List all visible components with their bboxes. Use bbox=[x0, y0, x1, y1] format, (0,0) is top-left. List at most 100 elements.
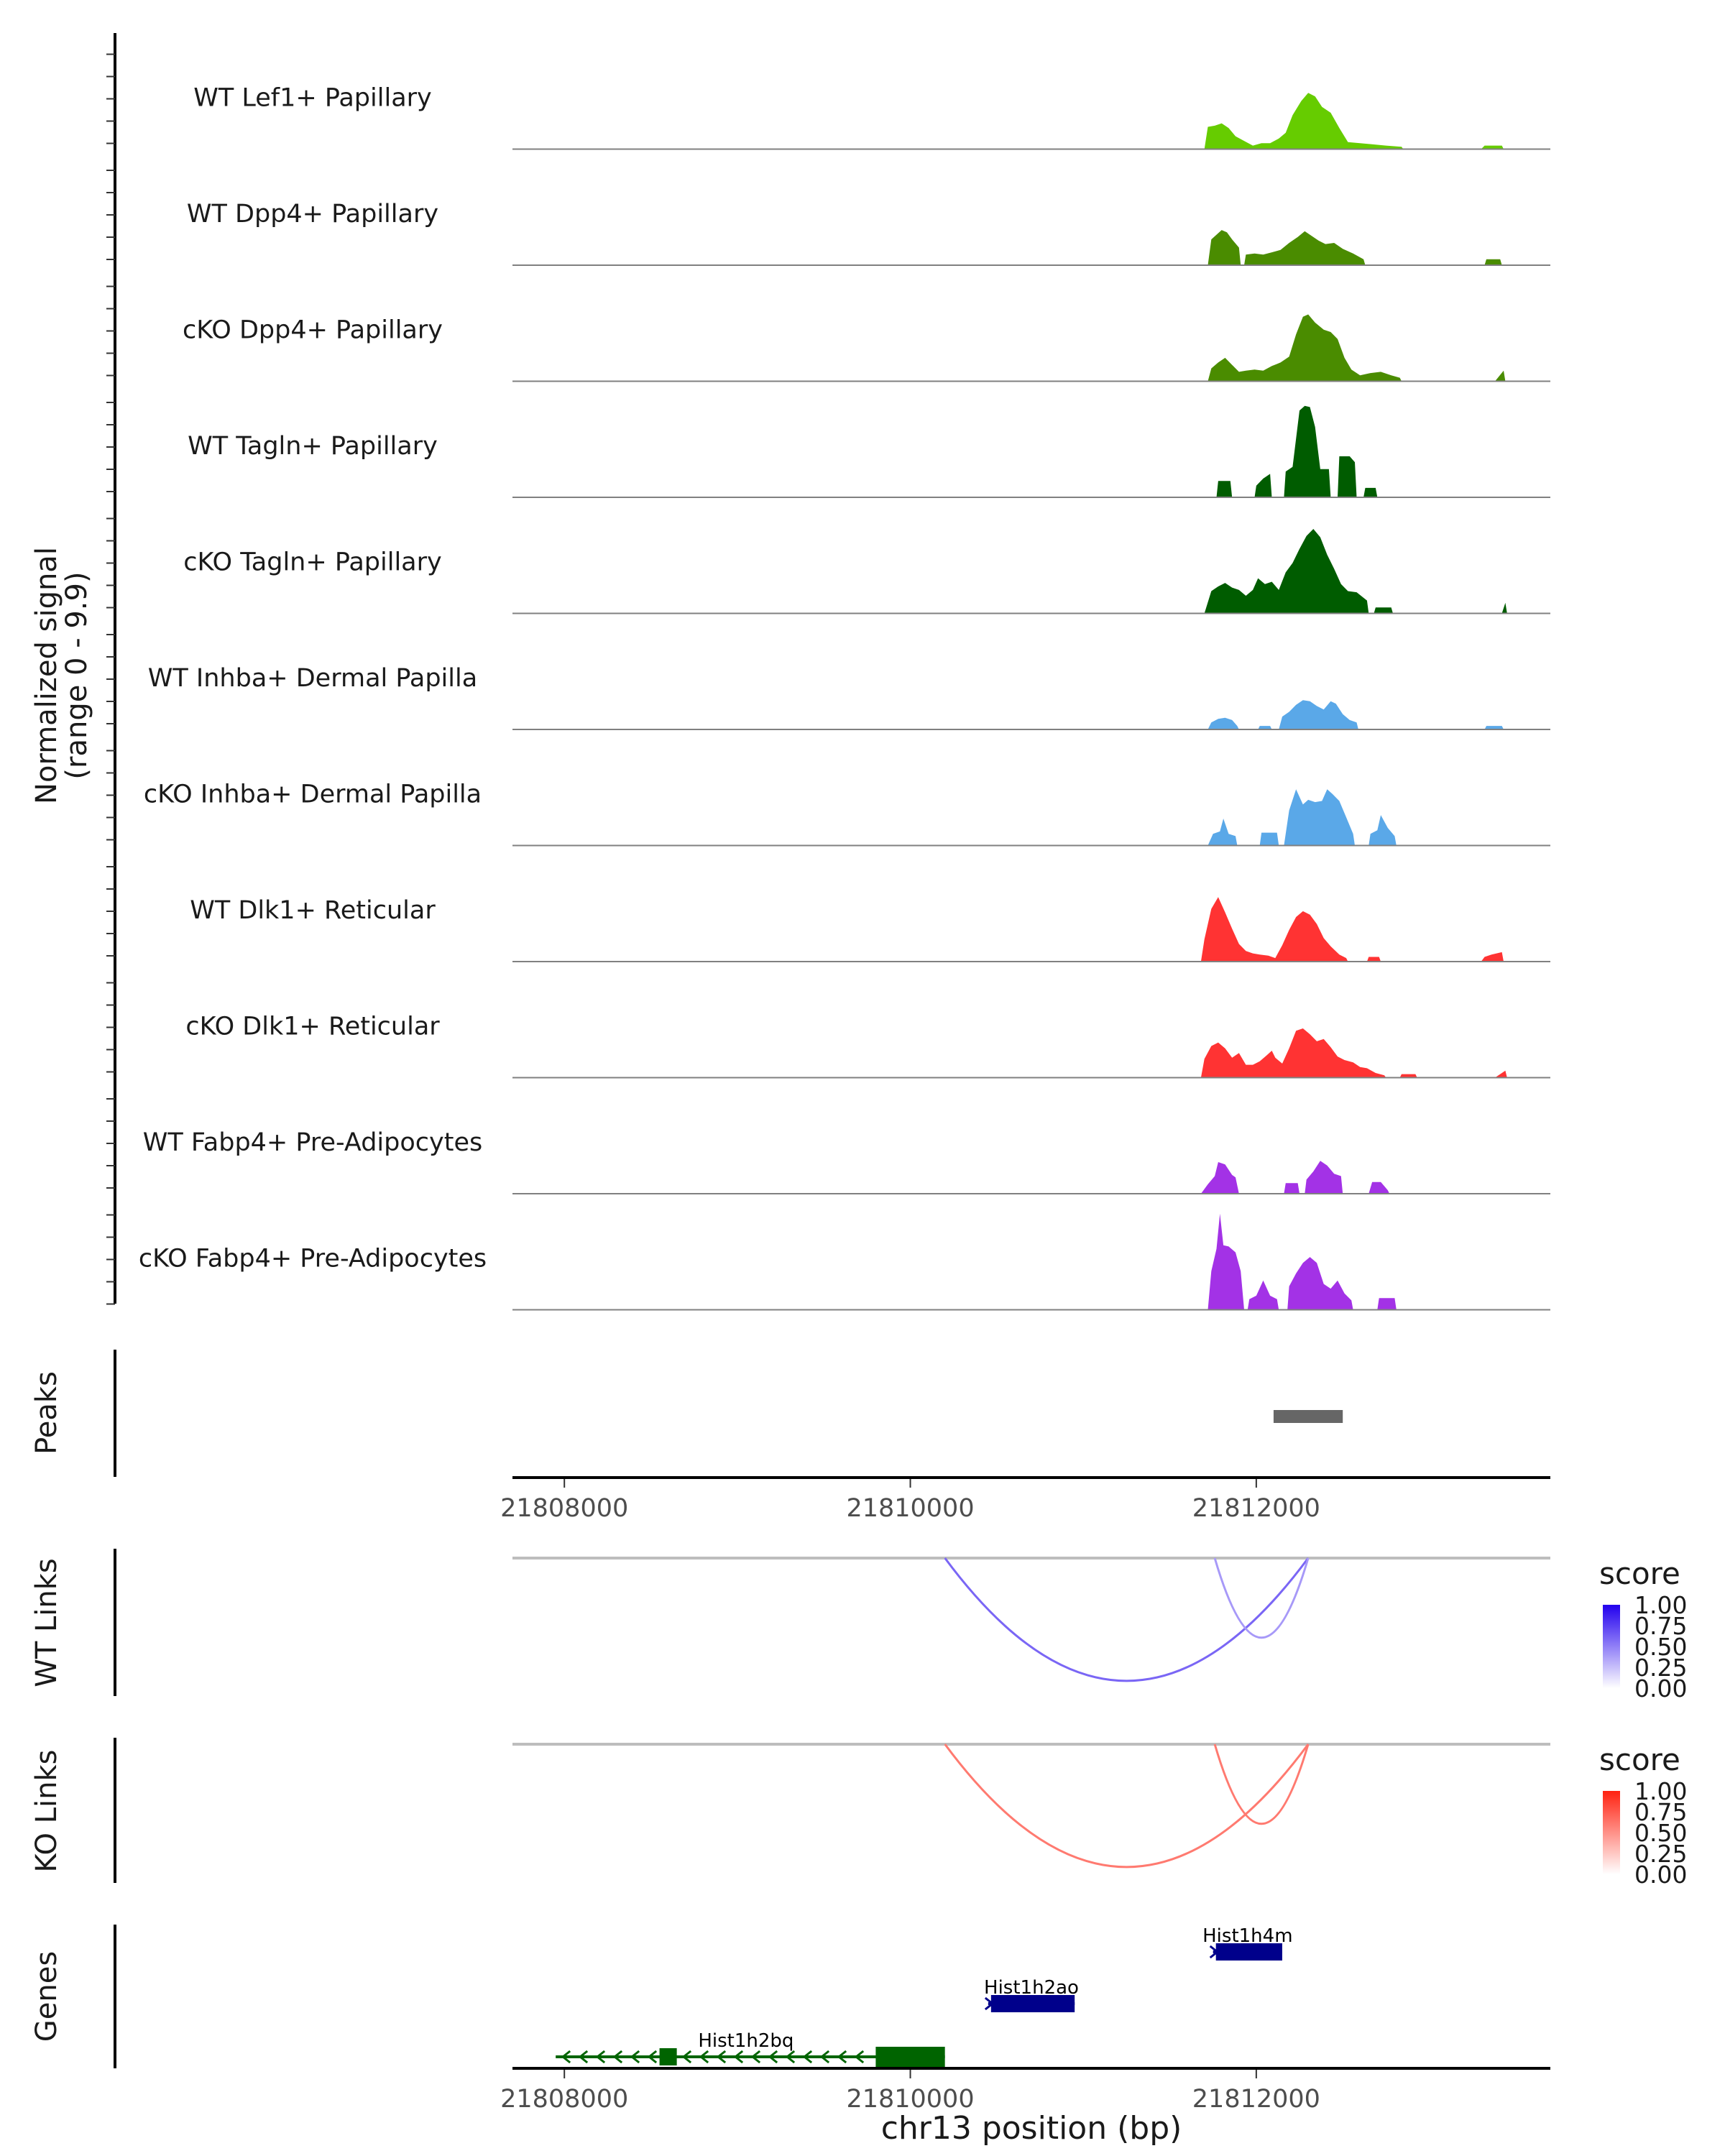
x-tick-label: 21810000 bbox=[846, 1494, 974, 1523]
strand-arrow bbox=[802, 2050, 813, 2064]
peaks-label: Peaks bbox=[30, 1371, 63, 1455]
wt-legend-colorbar bbox=[1603, 1605, 1620, 1688]
wt-score-legend: score 1.000.750.500.250.00 bbox=[1599, 1556, 1687, 1703]
wt-legend-labels: 1.000.750.500.250.00 bbox=[1634, 1591, 1687, 1703]
track-signal-area bbox=[1208, 230, 1502, 265]
track-label: WT Dpp4+ Papillary bbox=[187, 200, 438, 229]
strand-arrow bbox=[819, 2050, 830, 2064]
legend-label: 0.50 bbox=[1634, 1819, 1687, 1847]
track-label: cKO Dlk1+ Reticular bbox=[185, 1013, 440, 1041]
strand-arrow bbox=[578, 2050, 589, 2064]
strand-arrow bbox=[854, 2050, 865, 2064]
wt-links-panel: WT Links score 1.000.750.500.250.00 bbox=[30, 1549, 1687, 1703]
track-label: cKO Dpp4+ Papillary bbox=[183, 316, 443, 345]
ko-links-panel: KO Links score 1.000.750.500.250.00 bbox=[30, 1738, 1687, 1889]
legend-label: 0.25 bbox=[1634, 1840, 1687, 1868]
track-signal-area bbox=[1208, 314, 1506, 382]
legend-label: 0.75 bbox=[1634, 1798, 1687, 1826]
coverage-track: WT Dpp4+ Papillary bbox=[187, 200, 1550, 266]
strand-arrow bbox=[681, 2050, 692, 2064]
coverage-range-label: (range 0 - 9.9) bbox=[60, 571, 93, 779]
coverage-ylabel: Normalized signal bbox=[30, 547, 63, 804]
track-label: cKO Inhba+ Dermal Papilla bbox=[144, 780, 482, 809]
strand-arrow bbox=[768, 2050, 778, 2064]
track-label: WT Lef1+ Papillary bbox=[193, 84, 432, 113]
genes-panel: Genes Hist1h4m Hist1h2ao Hist1h2bq 2180800… bbox=[30, 1925, 1550, 2147]
x-axis-label: chr13 position (bp) bbox=[881, 2110, 1182, 2147]
x-tick-label: 21810000 bbox=[846, 2085, 974, 2114]
track-signal-area bbox=[1208, 700, 1504, 729]
gene-label: Hist1h2bq bbox=[698, 2030, 794, 2052]
gene-label: Hist1h4m bbox=[1202, 1925, 1292, 1947]
strand-arrow bbox=[750, 2050, 761, 2064]
coverage-track: WT Inhba+ Dermal Papilla bbox=[148, 664, 1550, 730]
legend-label: 1.00 bbox=[1634, 1591, 1687, 1619]
strand-arrow bbox=[647, 2050, 658, 2064]
coverage-track: cKO Dpp4+ Papillary bbox=[183, 314, 1550, 382]
strand-arrow bbox=[612, 2050, 623, 2064]
strand-arrow bbox=[630, 2050, 640, 2064]
ko-link-arcs bbox=[944, 1743, 1310, 1869]
ko-score-legend: score 1.000.750.500.250.00 bbox=[1599, 1742, 1687, 1889]
track-signal-area bbox=[1208, 789, 1397, 846]
strand-arrow bbox=[785, 2050, 796, 2064]
gene-label: Hist1h2ao bbox=[984, 1977, 1079, 1999]
ko-legend-title: score bbox=[1599, 1742, 1680, 1777]
coverage-panel: Normalized signal (range 0 - 9.9) WT Lef… bbox=[30, 33, 1550, 1311]
legend-label: 0.75 bbox=[1634, 1612, 1687, 1640]
track-label: WT Inhba+ Dermal Papilla bbox=[148, 664, 477, 693]
peak-marks bbox=[1273, 1410, 1343, 1423]
gene-model: Hist1h4m bbox=[1202, 1925, 1293, 1961]
coverage-tracks: WT Lef1+ Papillary WT Dpp4+ Papillary cKO … bbox=[139, 84, 1550, 1311]
gene-exon bbox=[659, 2048, 677, 2065]
x-axis-ticks-top: 21808000 21810000 21812000 bbox=[500, 1479, 1320, 1523]
track-signal-area bbox=[1204, 529, 1507, 614]
legend-label: 0.25 bbox=[1634, 1654, 1687, 1682]
wt-links-label: WT Links bbox=[30, 1558, 63, 1687]
link-arc bbox=[944, 1557, 1310, 1682]
strand-arrow bbox=[561, 2050, 571, 2064]
gene-model: Hist1h2ao bbox=[984, 1977, 1079, 2012]
ko-legend-labels: 1.000.750.500.250.00 bbox=[1634, 1777, 1687, 1889]
gene-model: Hist1h2bq bbox=[556, 2030, 945, 2067]
coverage-track: cKO Tagln+ Papillary bbox=[183, 529, 1550, 614]
strand-arrow bbox=[837, 2050, 847, 2064]
link-arc bbox=[944, 1743, 1310, 1869]
x-tick-label: 21808000 bbox=[500, 2085, 628, 2114]
track-label: WT Dlk1+ Reticular bbox=[190, 896, 436, 925]
track-label: cKO Fabp4+ Pre-Adipocytes bbox=[139, 1245, 487, 1273]
x-axis-ticks-bottom: 21808000 21810000 21812000 bbox=[500, 2070, 1320, 2114]
coverage-track: cKO Dlk1+ Reticular bbox=[185, 1013, 1550, 1079]
ko-links-label: KO Links bbox=[30, 1750, 63, 1873]
coverage-track: cKO Inhba+ Dermal Papilla bbox=[144, 780, 1550, 847]
legend-label: 0.50 bbox=[1634, 1633, 1687, 1661]
strand-arrow bbox=[699, 2050, 709, 2064]
coverage-track: WT Tagln+ Papillary bbox=[188, 405, 1550, 498]
track-signal-area bbox=[1208, 1213, 1397, 1310]
track-label: cKO Tagln+ Papillary bbox=[183, 548, 442, 577]
coverage-track: WT Dlk1+ Reticular bbox=[190, 896, 1550, 962]
x-tick-label: 21808000 bbox=[500, 1494, 628, 1523]
ko-legend-colorbar bbox=[1603, 1791, 1620, 1874]
coverage-track: WT Lef1+ Papillary bbox=[193, 84, 1550, 150]
track-signal-area bbox=[1200, 897, 1504, 962]
peaks-panel: Peaks 21808000 21810000 21812000 bbox=[30, 1350, 1550, 1523]
track-signal-area bbox=[1200, 1028, 1507, 1078]
strand-arrow bbox=[733, 2050, 744, 2064]
gene-models: Hist1h4m Hist1h2ao Hist1h2bq bbox=[556, 1925, 1293, 2067]
x-tick-label: 21812000 bbox=[1192, 2085, 1320, 2114]
x-tick-label: 21812000 bbox=[1192, 1494, 1320, 1523]
coverage-y-ticks bbox=[106, 53, 115, 1305]
genes-label: Genes bbox=[30, 1951, 63, 2042]
coverage-track: cKO Fabp4+ Pre-Adipocytes bbox=[139, 1213, 1550, 1311]
legend-label: 0.00 bbox=[1634, 1674, 1687, 1703]
track-signal-area bbox=[1200, 1161, 1390, 1194]
track-label: WT Tagln+ Papillary bbox=[188, 432, 438, 461]
strand-arrow bbox=[716, 2050, 727, 2064]
coverage-track: WT Fabp4+ Pre-Adipocytes bbox=[143, 1128, 1550, 1194]
wt-legend-title: score bbox=[1599, 1556, 1680, 1591]
link-arc bbox=[1213, 1557, 1310, 1639]
gene-exon bbox=[875, 2047, 945, 2067]
gene-exon bbox=[990, 1995, 1075, 2012]
